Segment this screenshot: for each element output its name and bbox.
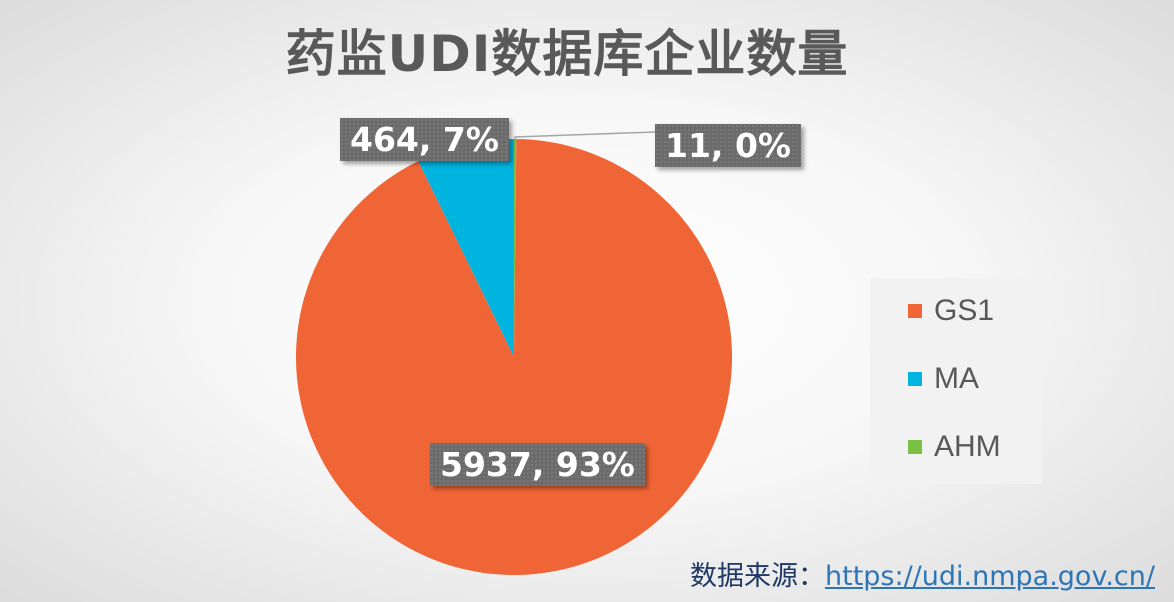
legend-item-gs1: GS1 [908,294,994,328]
pie-slice-ahm [514,139,517,357]
leader-line-ahm [514,131,656,140]
legend-swatch-ma [908,372,922,386]
legend-item-ahm: AHM [908,430,1001,464]
data-source: 数据来源：https://udi.nmpa.gov.cn/ [690,554,1155,593]
legend-item-ma: MA [908,362,979,396]
legend-swatch-gs1 [908,304,922,318]
data-label-ma: 464, 7% [340,118,509,161]
data-label-gs1: 5937, 93% [430,443,645,486]
source-label: 数据来源： [690,561,825,592]
legend-label-ma: MA [934,362,979,395]
legend-label-gs1: GS1 [934,294,995,327]
data-label-ahm: 11, 0% [655,124,801,167]
pie-slice-ma [418,139,514,357]
legend: GS1 MA AHM [870,278,1042,484]
source-link[interactable]: https://udi.nmpa.gov.cn/ [825,561,1155,592]
legend-swatch-ahm [908,440,922,454]
legend-label-ahm: AHM [934,430,1001,463]
chart-title: 药监UDI数据库企业数量 [285,25,849,83]
